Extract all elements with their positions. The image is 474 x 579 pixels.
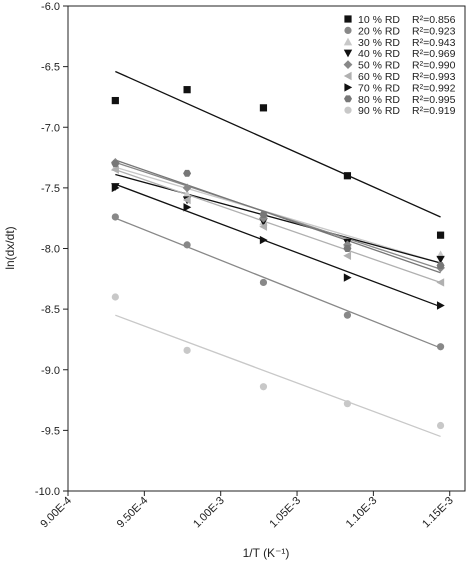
data-point [343,172,352,180]
data-point [183,169,192,177]
legend-label: 20 % RD [358,25,400,37]
data-point [182,183,192,193]
legend-r2: R²=0.993 [412,71,456,83]
x-axis: 9.00E-4 9.50E-4 1.00E-3 1.05E-3 1.10E-3 1.15E… [38,491,456,531]
legend-marker [343,71,352,81]
x-axis-title: 1/T (K⁻¹) [243,546,290,560]
legend-marker [344,106,352,114]
data-point [259,383,268,391]
legend-marker [343,60,353,69]
data-point [183,86,191,94]
y-tick-label: -8.5 [41,304,60,316]
x-tick-label: 1.00E-3 [191,495,227,531]
legend-label: 80 % RD [358,94,400,106]
legend-marker [344,26,352,34]
data-point [259,104,268,112]
data-point [343,251,352,260]
data-point [182,195,191,205]
y-tick-label: -9.0 [41,365,60,377]
fit-line-8 [115,159,441,274]
plot-area [67,5,466,492]
legend-r2: R²=0.990 [412,60,456,72]
fit-line-1 [115,70,441,218]
data-point [436,278,445,287]
y-tick-label: -6.0 [41,1,60,13]
fit-line-6 [115,169,441,284]
legend-r2: R²=0.923 [412,25,456,37]
data-point [259,235,268,245]
data-point [183,241,191,249]
legend-r2: R²=0.856 [412,14,456,26]
data-point [259,278,268,287]
data-point [436,343,445,351]
x-tick-label: 9.50E-4 [115,495,151,531]
y-tick-label: -9.5 [41,425,60,437]
legend-label: 30 % RD [358,37,400,49]
legend-label: 50 % RD [358,60,400,72]
data-point [259,211,268,219]
data-point [343,400,352,408]
legend-marker [344,83,353,92]
data-point [111,213,119,221]
data-point [343,311,352,319]
y-tick-label: -10.0 [35,486,60,498]
data-point [436,231,445,239]
y-tick-label: -7.5 [41,183,60,195]
y-tick-label: -7.0 [41,122,60,134]
legend-label: 40 % RD [358,48,400,60]
y-axis: -6.0 -6.5 -7.0 -7.5 -8.0 -8.5 -9.0 -9.5 -10.0 [35,1,68,498]
legend-r2: R²=0.995 [412,94,456,106]
x-tick-label: 9.00E-4 [38,495,74,531]
legend-label: 70 % RD [358,82,400,94]
legend-r2: R²=0.943 [412,37,456,49]
data-point [436,421,445,430]
y-axis-title: ln(dx/dt) [3,226,17,269]
x-tick-label: 1.05E-3 [267,495,303,531]
data-point [111,293,119,301]
data-point [111,96,119,105]
legend-label: 90 % RD [358,105,400,117]
legend-r2: R²=0.992 [412,82,456,94]
data-points [110,86,445,430]
legend-label: 60 % RD [358,71,400,83]
data-point [182,189,192,198]
legend-marker [343,49,353,58]
y-tick-label: -6.5 [41,62,60,74]
data-point [259,222,268,231]
fit-line-9 [115,314,441,438]
data-point [436,255,445,264]
legend-marker [344,95,352,103]
legend-marker [343,37,353,46]
fit-lines [115,70,441,438]
legend-label: 10 % RD [358,14,400,26]
legend-marker [344,15,352,23]
fit-line-7 [115,183,441,308]
legend-r2: R²=0.969 [412,48,456,60]
legend-r2: R²=0.919 [412,105,456,117]
data-point [183,203,192,212]
fit-line-2 [115,217,441,349]
data-point [111,165,119,174]
fit-line-4 [115,173,441,264]
data-point [343,273,352,282]
data-point [183,346,191,354]
x-tick-label: 1.15E-3 [420,495,456,531]
data-point [343,245,352,252]
x-tick-label: 1.10E-3 [344,495,380,531]
data-point [111,160,120,168]
data-point [436,301,445,310]
y-tick-label: -8.0 [41,244,60,256]
data-point [436,262,445,269]
data-point [111,183,120,193]
legend: 10 % RD R²=0.856 20 % RD R²=0.923 30 % RD R²=… [343,14,456,117]
